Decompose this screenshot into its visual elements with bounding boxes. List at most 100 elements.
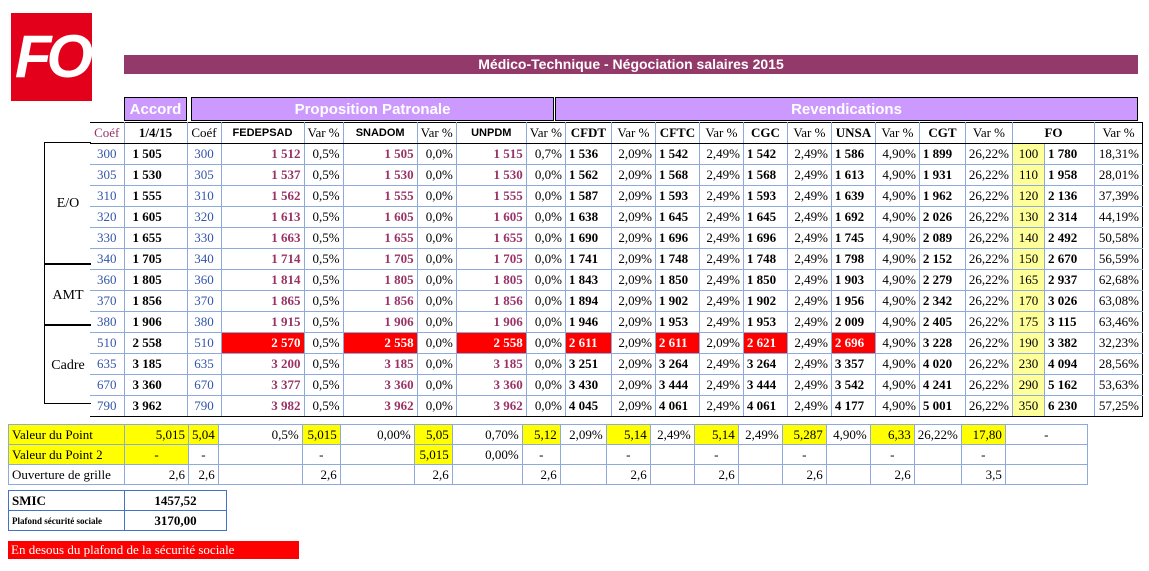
table-cell: 0,0% (417, 206, 457, 228)
table-cell: 1 639 (830, 185, 876, 207)
table-cell: 63,08% (1094, 290, 1144, 312)
table-cell: 3 360 (123, 374, 188, 396)
table-cell: 4,90% (875, 206, 920, 228)
table-cell: 2 558 (456, 332, 527, 354)
bottom-cell: - (188, 444, 219, 465)
table-cell: 1 586 (830, 143, 876, 165)
table-cell: 1 906 (456, 311, 527, 333)
table-cell: 2,49% (699, 311, 744, 333)
bottom-cell: - (1004, 424, 1088, 445)
bottom-cell: 2,6 (413, 464, 453, 485)
column-header: FO (1012, 122, 1096, 144)
table-cell: 3 228 (918, 332, 966, 354)
table-row: 305 1 530 305 1 537 0,5% 1 530 0,0% 1 530 0,0% 1 … (90, 164, 1144, 186)
table-cell: 3 382 (1044, 332, 1096, 354)
bottom-row-label: Valeur du Point 2 (8, 444, 125, 465)
table-cell: 1 894 (564, 290, 612, 312)
bottom-cell: 2,6 (693, 464, 739, 485)
table-cell: 1 805 (343, 269, 418, 291)
table-cell: 4 177 (830, 395, 876, 417)
bottom-cell: - (781, 444, 827, 465)
bottom-cell: 2,6 (301, 464, 341, 485)
smic-value: 1457,52 (124, 490, 227, 511)
table-cell: 0,5% (304, 227, 344, 249)
column-header: UNPDM (456, 122, 527, 144)
table-cell: 0,0% (417, 290, 457, 312)
column-header: Var % (787, 122, 832, 144)
table-cell: 1 605 (343, 206, 418, 228)
plafond-label: Plafond sécurité sociale (8, 510, 125, 531)
table-cell: 1 953 (742, 311, 788, 333)
table-cell: 1 714 (221, 248, 305, 270)
table-cell: 100 (1012, 143, 1046, 165)
table-cell: 175 (1012, 311, 1046, 333)
table-row: 380 1 906 380 1 915 0,5% 1 906 0,0% 1 906 0,0% 1 … (90, 311, 1144, 333)
table-cell: 2,49% (787, 185, 832, 207)
table-cell: 26,22% (965, 395, 1014, 417)
table-cell: 1 705 (343, 248, 418, 270)
table-cell: 110 (1012, 164, 1046, 186)
table-cell: 26,22% (965, 227, 1014, 249)
table-cell: 4,90% (875, 395, 920, 417)
bottom-cell: 5,015 (413, 444, 453, 465)
table-cell: 1 902 (654, 290, 700, 312)
table-cell: 1 696 (742, 227, 788, 249)
table-cell: 1 655 (343, 227, 418, 249)
table-cell: 2,49% (787, 353, 832, 375)
table-cell: 1 931 (918, 164, 966, 186)
table-cell: 4 061 (742, 395, 788, 417)
table-cell: 510 (186, 332, 222, 354)
table-cell: 4 020 (918, 353, 966, 375)
table-row: 510 2 558 510 2 570 0,5% 2 558 0,0% 2 558 0,0% 2 … (90, 332, 1144, 354)
table-cell: 26,22% (965, 164, 1014, 186)
table-cell: 2 937 (1044, 269, 1096, 291)
table-cell: 1 958 (1044, 164, 1096, 186)
table-cell: 53,63% (1094, 374, 1144, 396)
bottom-cell (1004, 444, 1088, 465)
table-cell: 0,5% (304, 353, 344, 375)
table-cell: 56,59% (1094, 248, 1144, 270)
table-cell: 1 638 (564, 206, 612, 228)
table-cell: 3 444 (654, 374, 700, 396)
table-cell: 1 856 (123, 290, 188, 312)
table-cell: 1 814 (221, 269, 305, 291)
table-cell: 1 663 (221, 227, 305, 249)
table-cell: 3 200 (221, 353, 305, 375)
bottom-row-label: Ouverture de grille (8, 464, 125, 485)
column-header: Var % (699, 122, 744, 144)
table-cell: 3 185 (123, 353, 188, 375)
table-cell: 2 670 (1044, 248, 1096, 270)
table-cell: 4 045 (564, 395, 612, 417)
table-cell: 3 982 (221, 395, 305, 417)
table-cell: 130 (1012, 206, 1046, 228)
table-cell: 0,0% (417, 374, 457, 396)
table-cell: 0,0% (526, 164, 566, 186)
bottom-cell: 17,80 (960, 424, 1006, 445)
column-header: Var % (875, 122, 920, 144)
group-eo: E/O (44, 142, 91, 264)
table-cell: 1 537 (221, 164, 305, 186)
table-cell: 0,0% (417, 332, 457, 354)
table-cell: 1 645 (742, 206, 788, 228)
table-cell: 0,0% (526, 290, 566, 312)
table-cell: 1 902 (742, 290, 788, 312)
table-cell: 190 (1012, 332, 1046, 354)
bottom-cell: 5,14 (605, 424, 651, 445)
table-cell: 1 745 (830, 227, 876, 249)
table-cell: 2,49% (699, 227, 744, 249)
column-header: UNSA (830, 122, 876, 144)
table-cell: 0,0% (417, 248, 457, 270)
table-cell: 3 962 (343, 395, 418, 417)
table-cell: 2,49% (787, 206, 832, 228)
table-row: 635 3 185 635 3 200 0,5% 3 185 0,0% 3 185 0,0% 3 … (90, 353, 1144, 375)
table-cell: 2 621 (742, 332, 788, 354)
bottom-cell (559, 444, 607, 465)
table-cell: 1 962 (918, 185, 966, 207)
table-cell: 26,22% (965, 353, 1014, 375)
table-cell: 0,0% (526, 185, 566, 207)
table-cell: 4 061 (654, 395, 700, 417)
table-cell: 0,0% (417, 353, 457, 375)
table-cell: 1 906 (343, 311, 418, 333)
bottom-cell (913, 464, 962, 485)
table-cell: 4,90% (875, 227, 920, 249)
